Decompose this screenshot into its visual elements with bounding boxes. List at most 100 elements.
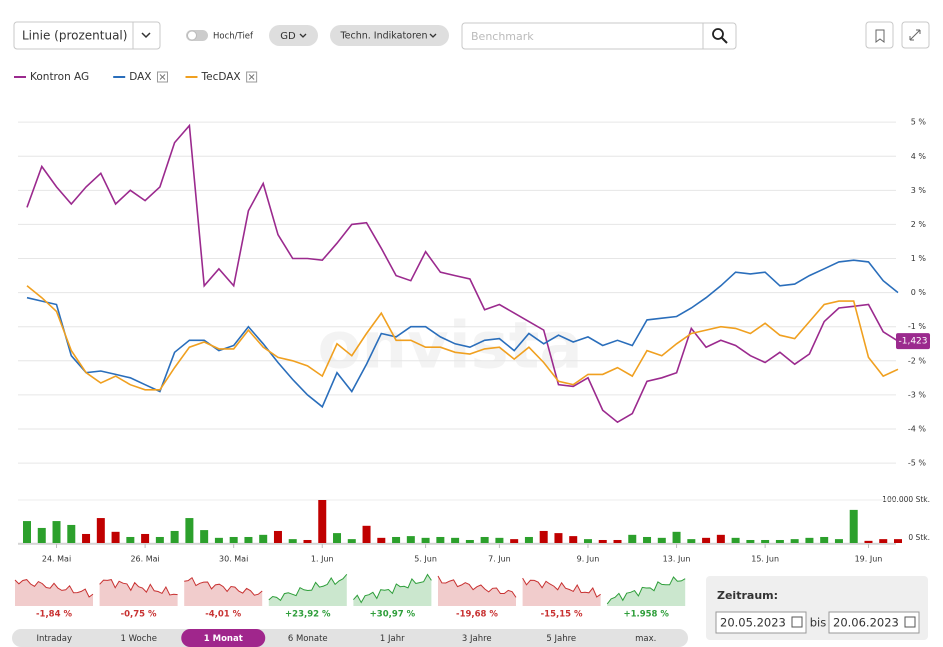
- from-calendar-icon[interactable]: [791, 616, 803, 628]
- volume-bar: [141, 533, 150, 543]
- period-change: -0,75 %: [121, 610, 157, 620]
- series-line: [26, 285, 899, 391]
- x-tick-label: 1. Jun: [311, 555, 334, 564]
- volume-bar: [790, 539, 799, 543]
- y-tick-label: 5 %: [911, 118, 927, 127]
- volume-bar: [421, 537, 430, 543]
- volume-bar: [67, 524, 76, 543]
- volume-tick-label: 0 Stk.: [908, 533, 930, 542]
- x-tick-label: 9. Jun: [577, 555, 600, 564]
- to-input[interactable]: [828, 611, 920, 634]
- period-tab[interactable]: 1 Monat: [204, 634, 243, 644]
- period-sparkline-area: [353, 574, 432, 606]
- x-tick-label: 15. Jun: [751, 555, 779, 564]
- volume-bar: [451, 537, 460, 543]
- period-tab[interactable]: 1 Jahr: [380, 634, 405, 644]
- legend-remove-icon: [248, 74, 255, 80]
- volume-bar: [761, 539, 770, 543]
- volume-bar: [672, 531, 681, 543]
- period-sparkline-area: [15, 579, 93, 606]
- period-tab[interactable]: 6 Monate: [288, 634, 328, 644]
- volume-bar: [229, 536, 238, 543]
- volume-bar: [436, 536, 445, 543]
- period-sparkline-area: [99, 579, 178, 606]
- chart-type-select[interactable]: [13, 21, 161, 50]
- indicators-button[interactable]: [330, 25, 449, 46]
- range-title: Zeitraum:: [717, 589, 778, 602]
- period-change: +30,97 %: [370, 610, 416, 620]
- volume-bar: [200, 530, 209, 543]
- volume-bar: [864, 540, 873, 543]
- volume-bar: [805, 537, 814, 543]
- gd-chevron: [299, 33, 307, 38]
- period-tab[interactable]: 5 Jahre: [546, 634, 576, 644]
- indicators-chevron: [429, 33, 437, 38]
- y-tick-label: -1 %: [908, 322, 927, 331]
- volume-bar: [894, 539, 902, 543]
- volume-bar: [96, 518, 105, 543]
- period-sparkline-area: [184, 577, 263, 606]
- period-sparkline: [14, 579, 94, 598]
- legend-remove-icon: [159, 74, 166, 80]
- period-sparkline-area: [268, 574, 347, 606]
- gd-button[interactable]: [269, 25, 318, 46]
- toggle-knob: [187, 30, 197, 41]
- x-tick-label: 30. Mai: [219, 555, 248, 564]
- period-sparkline: [353, 573, 432, 604]
- period-tab[interactable]: max.: [635, 634, 656, 644]
- volume-bar: [273, 530, 282, 543]
- volume-bar: [583, 539, 592, 543]
- chart-type-label: Linie (prozentual): [22, 29, 127, 43]
- legend-label: DAX: [129, 71, 151, 83]
- volume-bar: [111, 531, 120, 543]
- volume-bar: [702, 537, 711, 543]
- legend-label: TecDAX: [200, 71, 240, 83]
- period-change: -4,01 %: [205, 610, 241, 620]
- volume-bar: [775, 539, 784, 543]
- period-sparkline-area: [438, 576, 516, 606]
- volume-bar: [657, 537, 666, 543]
- bookmark-icon: [875, 29, 885, 43]
- series-line: [26, 123, 899, 424]
- x-tick-label: 7. Jun: [488, 555, 511, 564]
- period-tab[interactable]: 1 Woche: [120, 634, 157, 644]
- y-tick-label: -2 %: [908, 356, 927, 365]
- volume-bar: [244, 536, 253, 543]
- y-tick-label: 3 %: [911, 186, 927, 195]
- tab-bar: [12, 629, 688, 647]
- to-calendar-icon[interactable]: [904, 616, 916, 628]
- volume-bar: [598, 539, 607, 543]
- volume-bar: [495, 537, 504, 543]
- volume-bar: [746, 539, 755, 543]
- volume-bar: [52, 521, 61, 543]
- volume-tick-label: 100.000 Stk.: [882, 495, 930, 504]
- to-date: 20.06.2023: [833, 616, 899, 630]
- legend-label: Kontron AG: [30, 71, 89, 83]
- period-tab[interactable]: 3 Jahre: [462, 634, 492, 644]
- period-sparkline: [184, 576, 263, 596]
- bookmark-button[interactable]: [865, 21, 894, 49]
- from-date: 20.05.2023: [720, 616, 786, 630]
- period-sparkline: [437, 575, 517, 598]
- y-tick-label: -3 %: [908, 390, 927, 399]
- volume-bar: [259, 534, 268, 543]
- volume-bar: [539, 530, 548, 543]
- period-sparkline: [522, 577, 601, 598]
- volume-bar: [303, 539, 312, 543]
- y-tick-label: -4 %: [908, 424, 927, 433]
- volume-bar: [687, 539, 696, 543]
- volume-bar: [849, 509, 858, 543]
- period-tab-active[interactable]: [181, 629, 266, 647]
- period-tab[interactable]: Intraday: [36, 634, 72, 644]
- from-input[interactable]: [715, 611, 807, 634]
- x-tick-label: 19. Jun: [855, 555, 883, 564]
- benchmark-input[interactable]: [461, 22, 737, 50]
- search-icon[interactable]: [712, 28, 724, 40]
- volume-bar: [82, 533, 91, 543]
- volume-bar: [288, 539, 297, 543]
- volume-bar: [628, 534, 637, 543]
- toggle-label: Hoch/Tief: [213, 32, 254, 42]
- indicators-label: Techn. Indikatoren: [339, 31, 427, 42]
